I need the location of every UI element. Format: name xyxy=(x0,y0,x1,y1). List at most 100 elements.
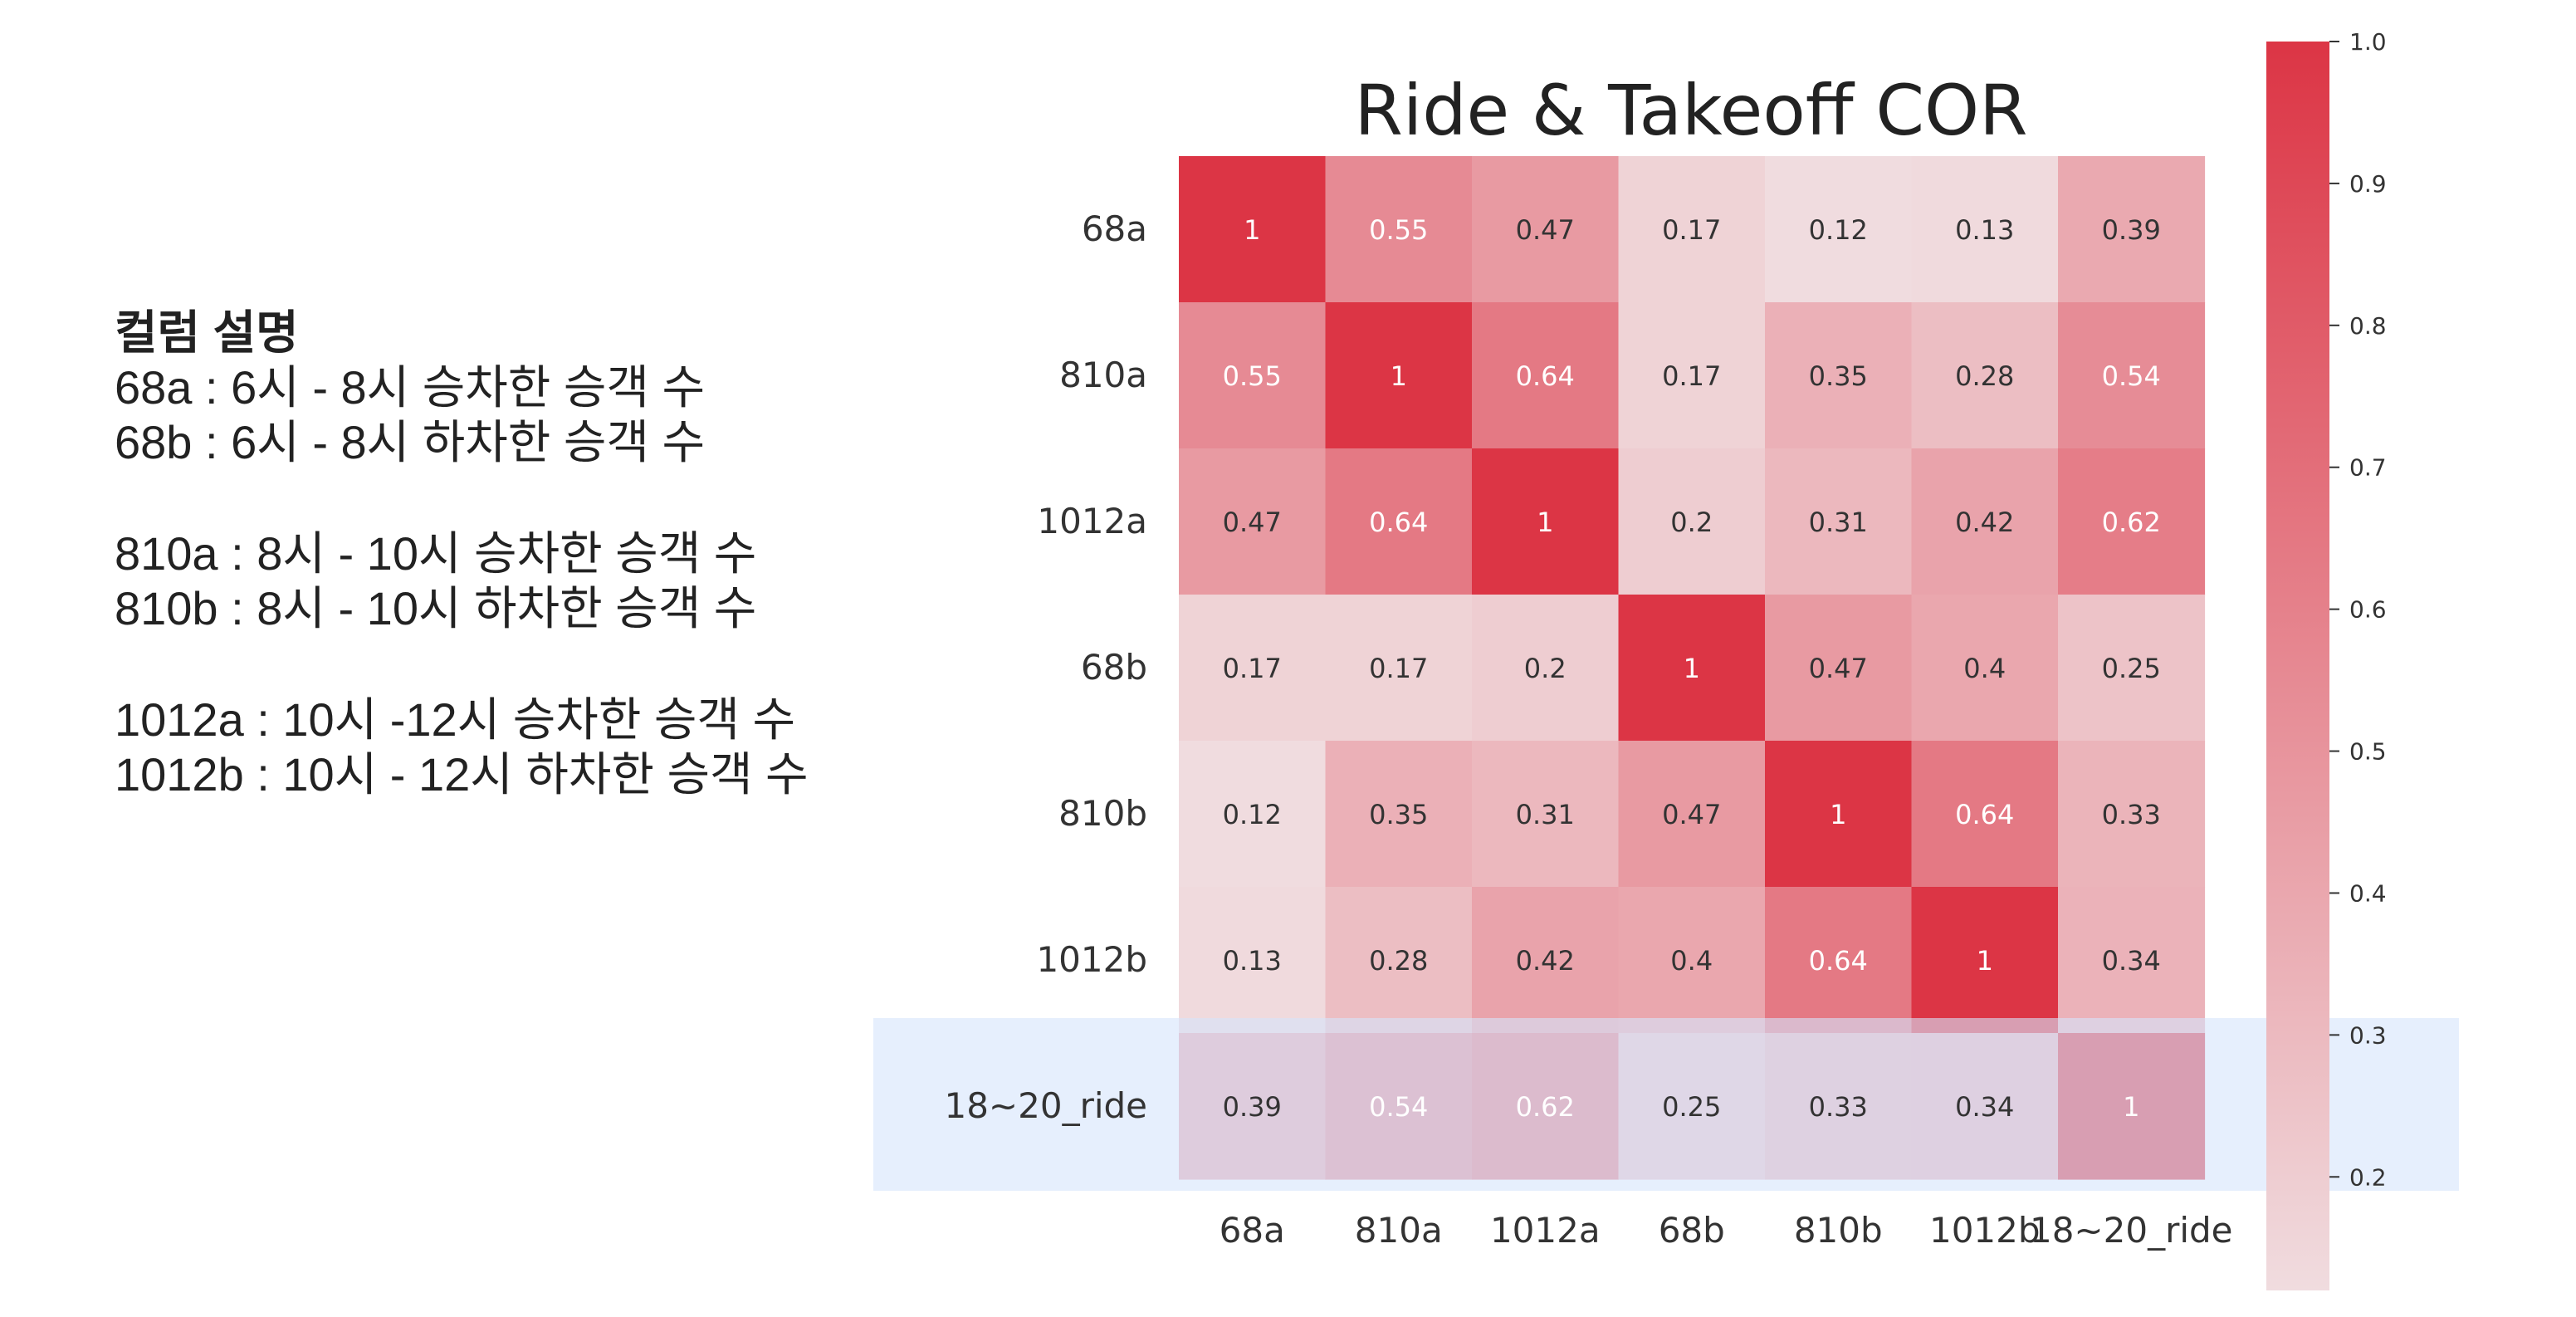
heatmap-cell xyxy=(1325,595,1473,742)
colorbar-tick-label: 0.2 xyxy=(2349,1163,2387,1191)
heatmap-cell xyxy=(2058,448,2206,595)
heatmap-cell xyxy=(1765,448,1913,595)
y-tick-label: 68b xyxy=(1081,647,1147,688)
heatmap-cell xyxy=(2058,156,2206,303)
cell-value-label: 0.2 xyxy=(1524,653,1567,684)
column-description-line: 1012a : 10시 -12시 승차한 승객 수 xyxy=(115,693,796,746)
y-tick-label: 810b xyxy=(1058,793,1147,834)
cell-value-label: 0.47 xyxy=(1662,799,1721,830)
heatmap-cell xyxy=(1179,302,1327,449)
heatmap-cell xyxy=(1179,595,1327,742)
cell-value-label: 0.54 xyxy=(1369,1091,1428,1123)
heatmap-cell xyxy=(1911,741,2059,888)
cell-value-label: 0.42 xyxy=(1516,945,1575,977)
cell-value-label: 0.34 xyxy=(1955,1091,2014,1123)
cell-value-label: 0.62 xyxy=(2102,507,2161,538)
heatmap-cell xyxy=(1618,595,1766,742)
heatmap-cell xyxy=(2058,741,2206,888)
heatmap-cell xyxy=(1179,156,1327,303)
heatmap-cell xyxy=(2058,302,2206,449)
cell-value-label: 0.25 xyxy=(2102,653,2161,684)
colorbar-gradient xyxy=(2266,42,2329,1290)
heatmap-cell xyxy=(1618,156,1766,303)
cell-value-label: 0.13 xyxy=(1223,945,1282,977)
cell-value-label: 0.2 xyxy=(1670,507,1713,538)
x-tick-label: 18~20_ride xyxy=(2030,1210,2233,1251)
y-tick-label: 1012b xyxy=(1036,939,1147,980)
cell-value-label: 0.12 xyxy=(1809,214,1868,246)
cell-value-label: 0.64 xyxy=(1809,945,1868,977)
colorbar-tick-label: 0.9 xyxy=(2349,170,2387,198)
heatmap-cell xyxy=(1472,156,1620,303)
cell-value-label: 0.31 xyxy=(1516,799,1575,830)
x-tick-label: 1012b xyxy=(1929,1210,2041,1251)
cell-value-label: 0.42 xyxy=(1955,507,2014,538)
cell-value-label: 0.17 xyxy=(1662,360,1721,392)
x-tick-label: 810b xyxy=(1794,1210,1883,1251)
heatmap-cell xyxy=(2058,887,2206,1034)
cell-value-label: 0.39 xyxy=(1223,1091,1282,1123)
cell-value-label: 0.55 xyxy=(1369,214,1428,246)
highlighted-row-overlay xyxy=(873,1018,2459,1191)
cell-value-label: 0.35 xyxy=(1369,799,1428,830)
heatmap-cell xyxy=(1179,741,1327,888)
colorbar-tick-label: 0.6 xyxy=(2349,596,2387,624)
cell-value-label: 0.12 xyxy=(1223,799,1282,830)
cell-value-label: 0.25 xyxy=(1662,1091,1721,1123)
heatmap-cell xyxy=(1325,302,1473,449)
cell-value-label: 1 xyxy=(1830,799,1846,830)
heatmap-cell xyxy=(1472,595,1620,742)
cell-value-label: 0.47 xyxy=(1223,507,1282,538)
cell-value-label: 0.39 xyxy=(2102,214,2161,246)
cell-value-label: 0.54 xyxy=(2102,360,2161,392)
colorbar-tick-label: 1.0 xyxy=(2349,28,2387,56)
heatmap-cell xyxy=(1618,887,1766,1034)
cell-value-label: 0.17 xyxy=(1369,653,1428,684)
cell-value-label: 1 xyxy=(1537,507,1553,538)
cell-value-label: 0.17 xyxy=(1223,653,1282,684)
colorbar-tick-label: 0.5 xyxy=(2349,738,2387,766)
heatmap-cell xyxy=(1618,302,1766,449)
x-tick-label: 68b xyxy=(1659,1210,1725,1251)
colorbar-tick-label: 0.7 xyxy=(2349,454,2387,482)
column-description-line: 810a : 8시 - 10시 승차한 승객 수 xyxy=(115,527,757,580)
heatmap-cell xyxy=(1325,887,1473,1034)
heatmap-cell xyxy=(1472,741,1620,888)
cell-value-label: 0.4 xyxy=(1963,653,2006,684)
heatmap-cell xyxy=(1911,887,2059,1034)
heatmap-cell xyxy=(1618,448,1766,595)
cell-value-label: 0.47 xyxy=(1809,653,1868,684)
x-tick-label: 1012a xyxy=(1490,1210,1601,1251)
cell-value-label: 1 xyxy=(1977,945,1993,977)
heatmap-cell xyxy=(1325,448,1473,595)
y-tick-label: 1012a xyxy=(1037,501,1147,541)
cell-value-label: 0.17 xyxy=(1662,214,1721,246)
y-tick-label: 810a xyxy=(1059,355,1147,395)
cell-value-label: 1 xyxy=(2123,1091,2139,1123)
cell-value-label: 0.34 xyxy=(2102,945,2161,977)
heatmap-cell xyxy=(1618,741,1766,888)
heatmap-cell xyxy=(1911,448,2059,595)
heatmap-cell xyxy=(1911,595,2059,742)
heatmap-cell xyxy=(2058,595,2206,742)
heatmap-cell xyxy=(1472,448,1620,595)
cell-value-label: 0.47 xyxy=(1516,214,1575,246)
x-tick-label: 68a xyxy=(1220,1210,1285,1251)
heatmap-cell xyxy=(1472,302,1620,449)
heatmap-cell xyxy=(1765,741,1913,888)
heatmap-cell xyxy=(1765,887,1913,1034)
colorbar-tick-label: 0.8 xyxy=(2349,312,2387,340)
heatmap-cell xyxy=(1472,887,1620,1034)
cell-value-label: 1 xyxy=(1391,360,1407,392)
colorbar: 1.0 0.9 0.8 0.7 0.6 0.5 0.4 0.3 0.2 xyxy=(2266,28,2387,1290)
cell-value-label: 0.64 xyxy=(1369,507,1428,538)
heatmap-cell xyxy=(1325,156,1473,303)
cell-value-label: 0.64 xyxy=(1516,360,1575,392)
cell-value-label: 0.33 xyxy=(2102,799,2161,830)
x-tick-label: 810a xyxy=(1355,1210,1443,1251)
cell-value-label: 0.4 xyxy=(1670,945,1713,977)
heatmap-cell xyxy=(1765,156,1913,303)
cell-value-label: 0.31 xyxy=(1809,507,1868,538)
cell-value-label: 0.33 xyxy=(1809,1091,1868,1123)
cell-value-label: 1 xyxy=(1684,653,1700,684)
